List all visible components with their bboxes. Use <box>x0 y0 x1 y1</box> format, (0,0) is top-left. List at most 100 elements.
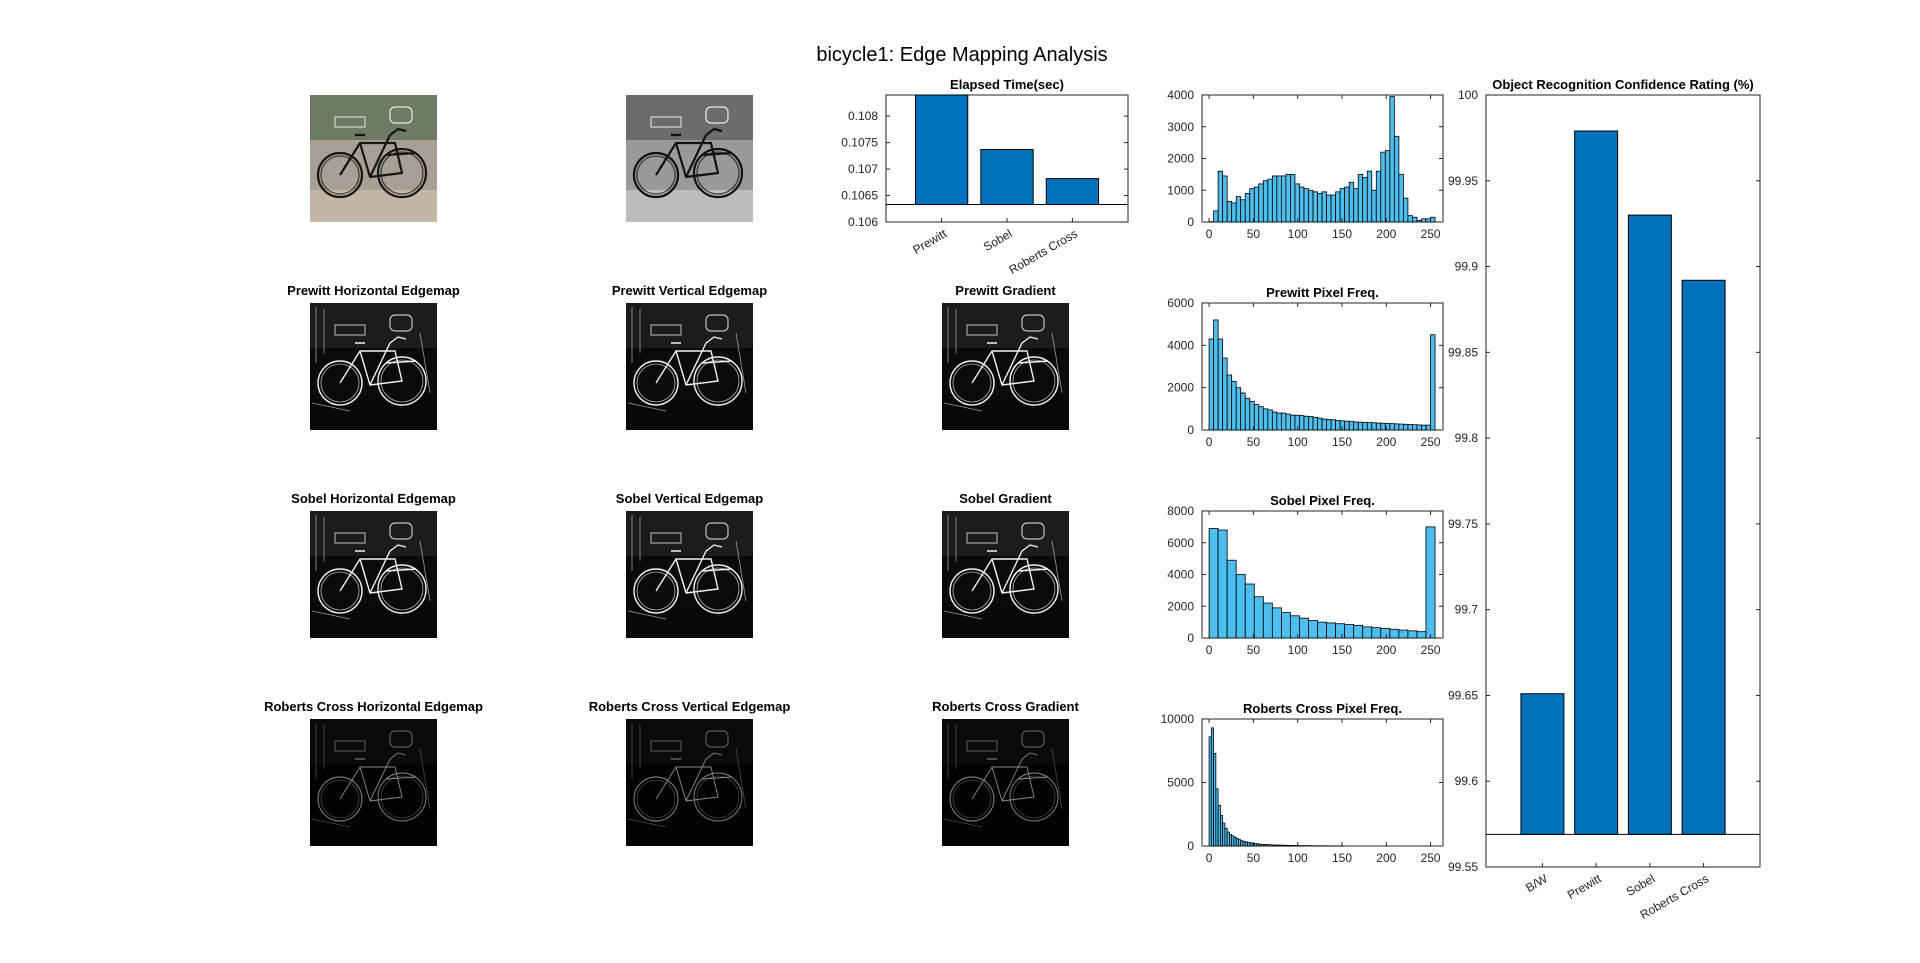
histogram-bin <box>1262 180 1269 223</box>
histogram-bin <box>1330 194 1337 223</box>
x-tick-label: 50 <box>1247 227 1261 241</box>
bike-wheel <box>376 147 428 199</box>
image-upper-region <box>310 511 437 556</box>
image-upper-region <box>626 719 753 764</box>
x-tick-label: 50 <box>1247 643 1261 657</box>
scooter-shape <box>1021 314 1045 332</box>
histogram-bin <box>1389 96 1395 223</box>
chart-confidence: Object Recognition Confidence Rating (%)… <box>1448 77 1761 922</box>
y-tick-label: 99.75 <box>1448 517 1478 531</box>
bike-wheel <box>377 564 427 614</box>
image-panel: Prewitt Vertical Edgemap <box>612 283 767 430</box>
bar <box>914 94 969 206</box>
histogram-bin <box>1330 419 1337 431</box>
image-panel: Roberts Cross Vertical Edgemap <box>589 699 790 846</box>
bike-rim <box>636 155 676 195</box>
histogram-bin <box>1271 175 1278 223</box>
x-tick-label: 100 <box>1288 435 1308 449</box>
bike-frame <box>971 544 1049 594</box>
bike-frame <box>655 544 733 594</box>
bike-wheel <box>949 776 995 822</box>
histogram-bin <box>1280 412 1287 431</box>
y-tick-label: 4000 <box>1167 338 1194 352</box>
image-upper-region <box>310 95 437 140</box>
edge-texture <box>627 723 747 828</box>
edge-texture <box>311 515 431 620</box>
x-tick-label: 200 <box>1376 643 1396 657</box>
histogram-bin <box>1208 528 1219 639</box>
image-panel-title: Sobel Horizontal Edgemap <box>291 491 456 506</box>
chart-panels: Elapsed Time(sec) 0.106 0.1065 0.107 0.1075 0… <box>841 77 1761 922</box>
image-upper-region <box>942 719 1069 764</box>
histogram-bin <box>1416 631 1427 639</box>
chart-title: Object Recognition Confidence Rating (%) <box>1492 77 1753 92</box>
histogram-bin <box>1299 617 1309 639</box>
bike-wheel <box>693 356 743 406</box>
y-tick-label: 8000 <box>1167 504 1194 518</box>
image-ground <box>310 814 437 846</box>
histogram-bin <box>1317 193 1323 223</box>
image-panel: Sobel Horizontal Edgemap <box>291 491 456 638</box>
x-tick-label: 100 <box>1288 643 1308 657</box>
histogram-bin <box>1235 574 1246 639</box>
image-upper-region <box>626 511 753 556</box>
image-panel-title: Roberts Cross Gradient <box>932 699 1079 714</box>
scooter-shape <box>705 522 729 540</box>
histogram-bin <box>1335 623 1346 639</box>
bike-rim <box>380 151 424 195</box>
bike-rim <box>380 775 424 819</box>
bike-wheel <box>693 772 743 822</box>
y-tick-label: 4000 <box>1167 88 1194 102</box>
x-tick-label: 0 <box>1206 851 1213 865</box>
bike-rim <box>320 779 360 819</box>
y-tick-label: 0.1065 <box>841 189 878 203</box>
x-tick-label: 200 <box>1376 227 1396 241</box>
bar <box>980 149 1034 206</box>
histogram-bin <box>1430 216 1436 223</box>
y-tick-label: 0 <box>1187 215 1194 229</box>
bar <box>1681 279 1726 835</box>
histogram-bin <box>1285 413 1291 431</box>
bike-rim <box>952 779 992 819</box>
y-tick-label: 6000 <box>1167 536 1194 550</box>
histogram-bin <box>1276 175 1282 223</box>
histogram-bin <box>1326 622 1337 639</box>
image-ground <box>626 814 753 846</box>
histogram-bin <box>1258 183 1264 223</box>
x-tick-label: 150 <box>1332 227 1352 241</box>
y-tick-label: 100 <box>1458 88 1478 102</box>
y-tick-label: 99.7 <box>1455 603 1479 617</box>
histogram-bin <box>1366 170 1373 223</box>
chart-title: Elapsed Time(sec) <box>950 77 1064 92</box>
y-tick-label: 5000 <box>1167 776 1194 790</box>
y-tick-label: 2000 <box>1167 381 1194 395</box>
histogram-bin <box>1249 188 1255 223</box>
x-tick-label: 50 <box>1247 435 1261 449</box>
histogram-bin <box>1335 420 1341 431</box>
y-tick-label: 99.85 <box>1448 345 1478 359</box>
image-panel <box>626 95 753 222</box>
y-tick-label: 2000 <box>1167 599 1194 613</box>
image-panel-title: Sobel Vertical Edgemap <box>616 491 763 506</box>
histogram-bin <box>1393 423 1400 431</box>
x-tick-label: 200 <box>1376 851 1396 865</box>
bike-wheel <box>693 564 743 614</box>
bike-wheel <box>316 151 364 199</box>
x-tick-label: 50 <box>1247 851 1261 865</box>
histogram-bin <box>1308 620 1318 639</box>
image-ground <box>942 814 1069 846</box>
x-tick-label: 0 <box>1206 643 1213 657</box>
histogram-bin <box>1344 420 1350 431</box>
bike-rim <box>320 155 360 195</box>
bike-rim <box>320 363 360 403</box>
chart-hist-prewitt: Prewitt Pixel Freq. 0 2000 4000 6000 0 50 100 15… <box>1167 285 1444 449</box>
histogram-bin <box>1398 629 1409 639</box>
y-tick-label: 0 <box>1187 423 1194 437</box>
image-panel: Prewitt Gradient <box>942 283 1069 430</box>
histogram-bin <box>1357 421 1364 431</box>
bike-frame <box>339 544 417 594</box>
x-tick-label: 100 <box>1288 227 1308 241</box>
clutter-shape <box>334 532 366 544</box>
histogram-bin <box>1348 421 1355 431</box>
histogram-bin <box>1380 628 1391 639</box>
